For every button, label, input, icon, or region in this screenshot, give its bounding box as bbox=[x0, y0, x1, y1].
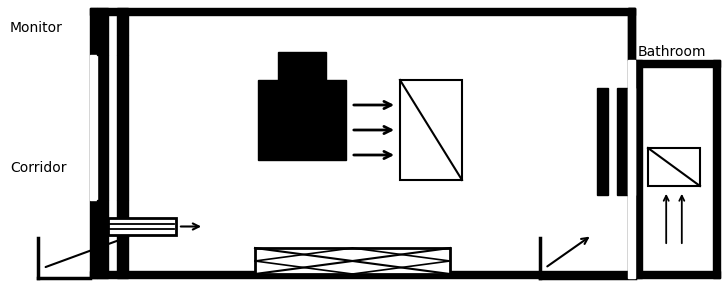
Bar bbox=[97, 55, 108, 200]
Bar bbox=[97, 8, 108, 55]
Bar bbox=[628, 60, 635, 278]
Bar bbox=[278, 52, 326, 80]
Bar bbox=[90, 8, 97, 278]
Bar bbox=[628, 88, 635, 195]
Text: Corridor: Corridor bbox=[10, 161, 67, 175]
Bar bbox=[90, 55, 97, 200]
Bar bbox=[117, 8, 128, 55]
Bar bbox=[255, 248, 450, 274]
Bar bbox=[628, 8, 635, 60]
Bar bbox=[648, 148, 700, 186]
Bar bbox=[117, 55, 128, 200]
Bar bbox=[713, 60, 720, 278]
Bar bbox=[597, 88, 608, 195]
Bar bbox=[628, 8, 635, 278]
Bar bbox=[108, 218, 176, 235]
Bar bbox=[635, 60, 720, 67]
Bar bbox=[258, 80, 346, 160]
Bar bbox=[617, 88, 628, 195]
Text: Bathroom: Bathroom bbox=[638, 45, 706, 59]
Bar bbox=[642, 67, 713, 271]
Bar bbox=[117, 200, 128, 278]
Text: Monitor: Monitor bbox=[10, 21, 63, 35]
Bar bbox=[90, 271, 635, 278]
Bar bbox=[400, 80, 462, 180]
Bar bbox=[90, 8, 635, 15]
Bar bbox=[97, 200, 108, 278]
Bar bbox=[635, 271, 720, 278]
Bar bbox=[635, 60, 642, 278]
